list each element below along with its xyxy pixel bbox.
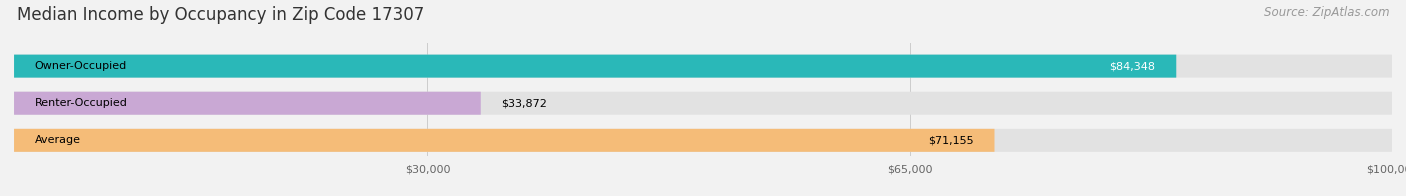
Text: $71,155: $71,155 — [928, 135, 974, 145]
FancyBboxPatch shape — [14, 92, 1392, 115]
Text: Renter-Occupied: Renter-Occupied — [35, 98, 128, 108]
Text: Source: ZipAtlas.com: Source: ZipAtlas.com — [1264, 6, 1389, 19]
Text: Median Income by Occupancy in Zip Code 17307: Median Income by Occupancy in Zip Code 1… — [17, 6, 425, 24]
FancyBboxPatch shape — [14, 92, 481, 115]
Text: Owner-Occupied: Owner-Occupied — [35, 61, 127, 71]
FancyBboxPatch shape — [14, 55, 1177, 78]
FancyBboxPatch shape — [14, 129, 1392, 152]
Text: $84,348: $84,348 — [1109, 61, 1156, 71]
FancyBboxPatch shape — [14, 55, 1392, 78]
FancyBboxPatch shape — [14, 129, 994, 152]
Text: Average: Average — [35, 135, 80, 145]
Text: $33,872: $33,872 — [502, 98, 547, 108]
